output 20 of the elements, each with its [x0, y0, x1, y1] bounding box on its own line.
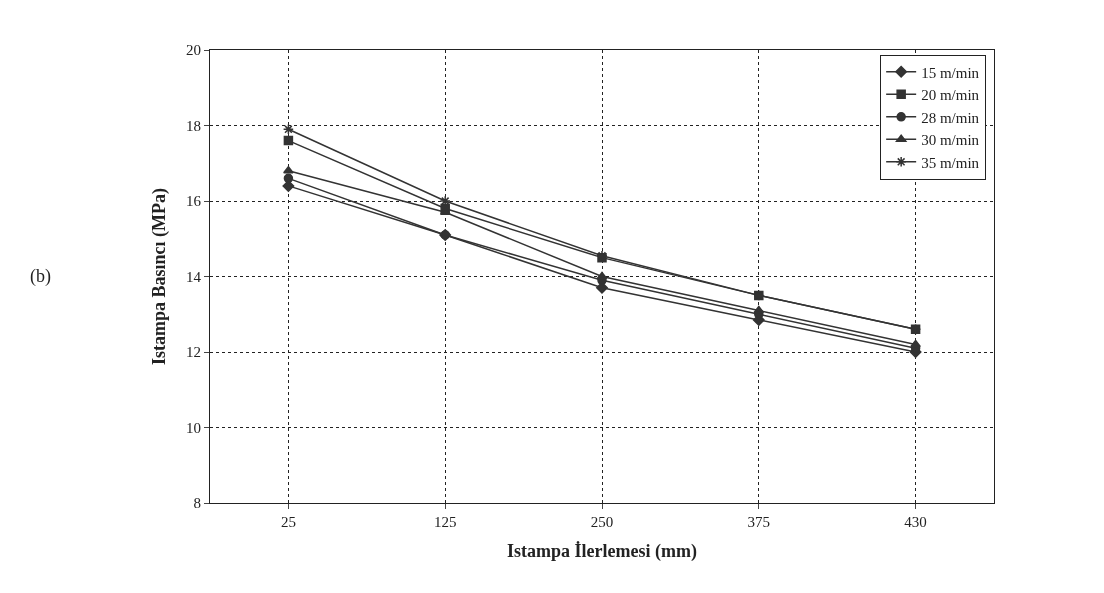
legend-label: 20 m/min	[921, 87, 980, 104]
x-tick-label: 375	[747, 514, 771, 530]
y-tick-label: 10	[186, 419, 201, 436]
y-axis-title: Istampa Basıncı (MPa)	[149, 188, 171, 365]
x-tick-label: 25	[280, 514, 296, 530]
legend-label: 15 m/min	[921, 64, 980, 81]
y-tick-label: 20	[186, 42, 201, 59]
x-tick-label: 430	[904, 514, 927, 530]
text: (b)	[30, 266, 51, 287]
y-tick-label: 16	[186, 193, 202, 210]
x-tick-label: 125	[433, 514, 457, 530]
legend-label: 35 m/min	[921, 154, 980, 171]
y-tick-label: 14	[186, 268, 202, 285]
x-axis-title: Istampa İlerlemesi (mm)	[507, 541, 697, 563]
x-tick-label: 250	[590, 514, 614, 530]
y-tick-label: 8	[193, 495, 201, 512]
legend-label: 30 m/min	[921, 132, 980, 149]
y-tick-label: 12	[186, 344, 201, 361]
y-tick-label: 18	[186, 117, 201, 134]
legend-label: 28 m/min	[921, 109, 980, 126]
